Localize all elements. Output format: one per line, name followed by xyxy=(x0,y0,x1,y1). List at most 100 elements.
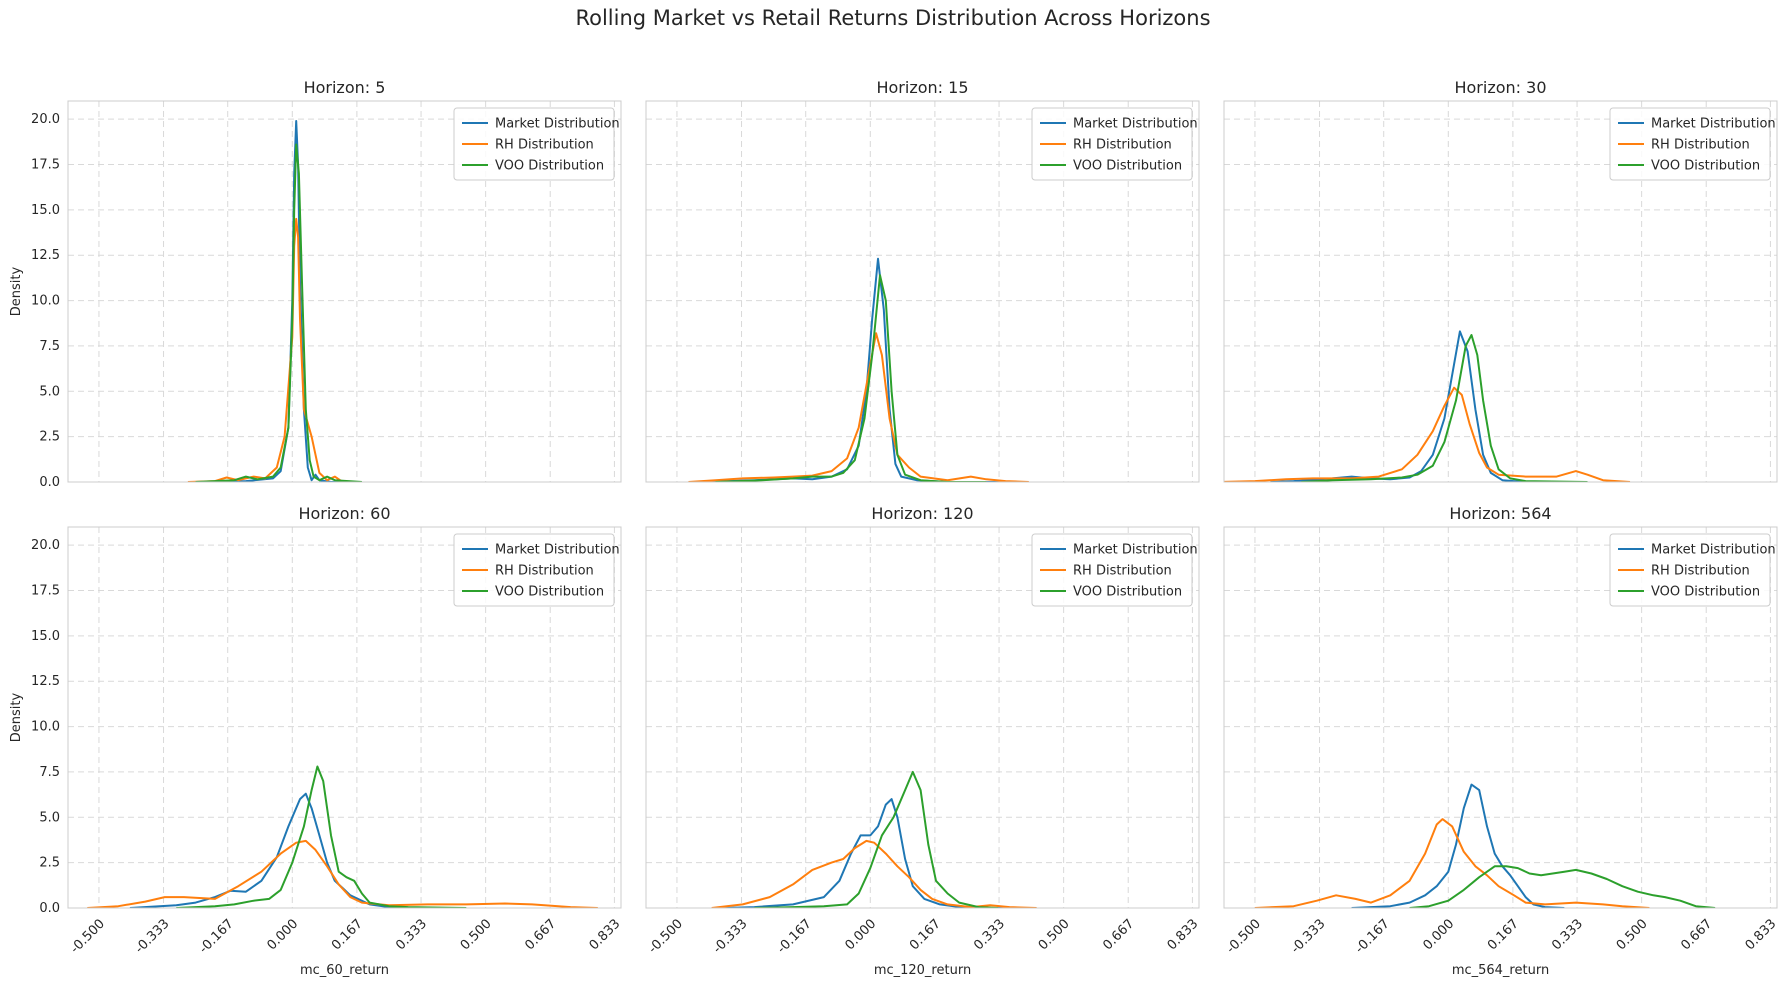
panel-1: Horizon: 5 0.0 2.5 5.0 7.5 10.0 12.5 15.0 17.5 20… xyxy=(9,78,622,490)
panel-title: Horizon: 30 xyxy=(1454,78,1546,97)
y-tick-label: 10.0 xyxy=(31,294,60,309)
legend-label: RH Distribution xyxy=(1651,564,1750,579)
y-tick-label: 12.5 xyxy=(31,674,60,689)
x-tick-label: 0.000 xyxy=(264,916,301,953)
legend: Market Distribution RH Distribution VOO Di… xyxy=(1609,533,1776,607)
curves xyxy=(1224,330,1631,482)
legend-label: VOO Distribution xyxy=(495,585,604,600)
x-tick-label: 0.833 xyxy=(1743,916,1780,953)
curves xyxy=(711,770,1037,908)
x-tick-label: 0.000 xyxy=(1420,916,1457,953)
x-tick-label: 0.167 xyxy=(1485,916,1522,953)
x-tick-label: -0.500 xyxy=(646,916,686,956)
x-tick-label: 0.667 xyxy=(522,916,559,953)
legend-box xyxy=(1031,533,1193,607)
y-tick-label: 15.0 xyxy=(31,203,60,218)
series-line-1 xyxy=(195,120,351,482)
legend-label: Market Distribution xyxy=(495,543,620,558)
panel-4: Horizon: 60 0.0 2.5 5.0 7.5 10.0 12.5 15.0 17.5 2… xyxy=(9,504,623,978)
y-tick-label: 0.0 xyxy=(39,475,60,490)
y-tick-label: 17.5 xyxy=(31,584,60,599)
x-axis-label: mc_120_return xyxy=(874,963,971,978)
plot-frame xyxy=(67,526,622,909)
series-line-2 xyxy=(1254,818,1650,908)
legend-label: Market Distribution xyxy=(1073,543,1198,558)
y-tick-label: 2.5 xyxy=(39,430,60,445)
legend-box xyxy=(1031,107,1193,181)
x-tick-label: -0.333 xyxy=(1288,916,1328,956)
x-tick-label: -0.500 xyxy=(68,916,108,956)
plot-frame xyxy=(645,526,1200,909)
plot-frame xyxy=(1223,100,1778,483)
y-tick-label: 20.0 xyxy=(31,112,60,127)
y-tick-label: 15.0 xyxy=(31,629,60,644)
panel-3: Horizon: 30 Market Distribution RH Distrib… xyxy=(1223,78,1778,483)
x-tick-label: 0.500 xyxy=(458,916,495,953)
series-line-3 xyxy=(176,765,467,908)
series-line-3 xyxy=(754,770,998,908)
x-tick-label: 0.500 xyxy=(1614,916,1651,953)
y-axis-label: Density xyxy=(9,692,24,742)
series-line-1 xyxy=(1270,330,1565,482)
y-axis-label: Density xyxy=(9,266,24,316)
panel-2: Horizon: 15 Market Distribution RH Distrib… xyxy=(645,78,1200,483)
panel-title: Horizon: 15 xyxy=(876,78,968,97)
x-tick-label: 0.333 xyxy=(971,916,1008,953)
curves xyxy=(187,120,362,482)
y-tick-label: 12.5 xyxy=(31,248,60,263)
series-line-1 xyxy=(1351,783,1565,908)
x-tick-label: 0.667 xyxy=(1100,916,1137,953)
x-tick-label: 0.833 xyxy=(1165,916,1202,953)
legend: Market Distribution RH Distribution VOO Di… xyxy=(1031,533,1198,607)
legend-label: RH Distribution xyxy=(495,138,594,153)
panel-title: Horizon: 120 xyxy=(871,504,973,523)
x-axis-label: mc_60_return xyxy=(300,963,389,978)
y-tick-label: 20.0 xyxy=(31,538,60,553)
x-tick-label: 0.167 xyxy=(329,916,366,953)
y-tick-label: 5.0 xyxy=(39,384,60,399)
panel-5: Horizon: 120 -0.500 -0.333 -0.167 0.000 0.167… xyxy=(645,504,1202,978)
legend-label: RH Distribution xyxy=(1651,138,1750,153)
series-line-1 xyxy=(723,798,1006,908)
legend-label: RH Distribution xyxy=(1073,564,1172,579)
x-tick-label: 0.667 xyxy=(1678,916,1715,953)
plot-frame xyxy=(1223,526,1778,909)
series-line-2 xyxy=(711,839,1037,908)
panel-title: Horizon: 60 xyxy=(298,504,390,523)
panel-title: Horizon: 564 xyxy=(1449,504,1551,523)
legend-label: RH Distribution xyxy=(495,564,594,579)
series-line-2 xyxy=(87,839,598,908)
x-axis-label: mc_564_return xyxy=(1452,963,1549,978)
curves xyxy=(87,765,598,908)
x-tick-label: -0.167 xyxy=(197,916,237,956)
legend-label: VOO Distribution xyxy=(1651,585,1760,600)
series-line-3 xyxy=(715,274,987,482)
x-tick-label: 0.333 xyxy=(1549,916,1586,953)
y-tick-label: 10.0 xyxy=(31,720,60,735)
legend-label: Market Distribution xyxy=(1651,543,1776,558)
legend-label: Market Distribution xyxy=(495,117,620,132)
legend-box xyxy=(1609,533,1771,607)
y-tick-label: 7.5 xyxy=(39,339,60,354)
legend-label: VOO Distribution xyxy=(1651,159,1760,174)
legend-label: VOO Distribution xyxy=(1073,159,1182,174)
series-line-1 xyxy=(696,257,1025,482)
plot-frame xyxy=(645,100,1200,483)
x-tick-label: 0.167 xyxy=(907,916,944,953)
legend-box xyxy=(1609,107,1771,181)
panel-6: Horizon: 564 -0.500 -0.333 -0.167 0.000 0.167… xyxy=(1223,504,1780,978)
x-tick-label: -0.167 xyxy=(775,916,815,956)
x-tick-label: 0.500 xyxy=(1036,916,1073,953)
legend-label: VOO Distribution xyxy=(495,159,604,174)
x-tick-label: -0.333 xyxy=(710,916,750,956)
series-line-3 xyxy=(1409,865,1716,908)
figure-title: Rolling Market vs Retail Returns Distrib… xyxy=(575,6,1210,30)
x-tick-label: -0.333 xyxy=(132,916,172,956)
x-tick-label: 0.333 xyxy=(393,916,430,953)
legend: Market Distribution RH Distribution VOO Di… xyxy=(453,107,620,181)
y-tick-label: 2.5 xyxy=(39,856,60,871)
y-tick-label: 5.0 xyxy=(39,810,60,825)
legend-label: VOO Distribution xyxy=(1073,585,1182,600)
y-tick-label: 17.5 xyxy=(31,158,60,173)
